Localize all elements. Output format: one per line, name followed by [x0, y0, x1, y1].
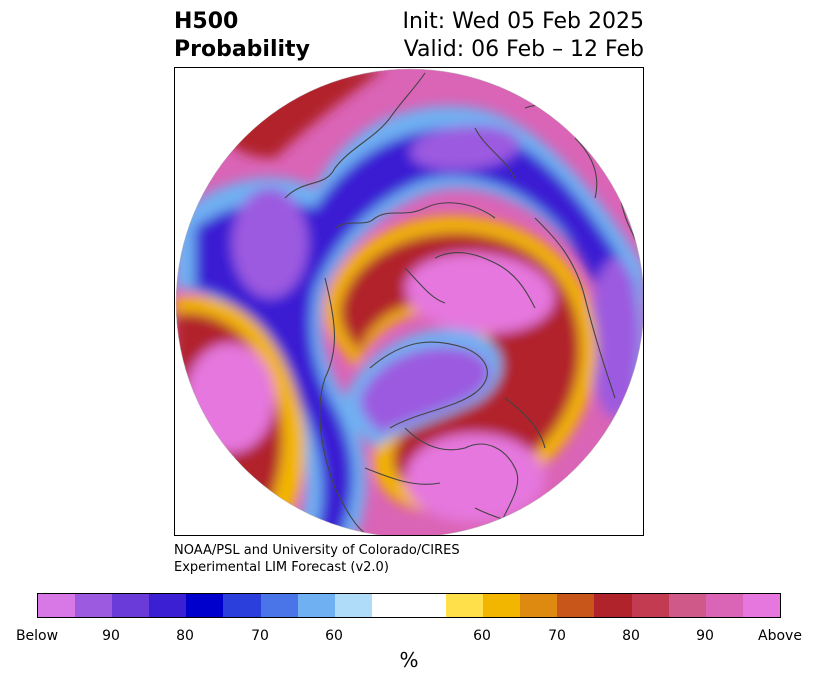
- colorbar-swatch: [742, 594, 780, 617]
- above-north-arc: [215, 69, 385, 158]
- colorbar: [37, 593, 781, 618]
- above-center-arctic: [405, 252, 555, 334]
- credit-line1: NOAA/PSL and University of Colorado/CIRE…: [174, 543, 460, 558]
- colorbar-swatch: [668, 594, 706, 617]
- init-date: Init: Wed 05 Feb 2025: [402, 9, 644, 34]
- colorbar-tick-label: 60: [473, 628, 491, 644]
- coastline: [574, 137, 598, 199]
- colorbar-swatch: [483, 594, 521, 617]
- colorbar-swatch: [631, 594, 669, 617]
- coastline: [334, 202, 496, 229]
- probability-field: [176, 69, 643, 535]
- map-edge: [175, 68, 643, 535]
- coastline: [319, 277, 371, 535]
- colorbar-swatch: [149, 594, 187, 617]
- colorbar-swatch: [557, 594, 595, 617]
- coastline: [369, 341, 488, 429]
- below-center-east: [590, 258, 640, 418]
- coastline: [504, 397, 546, 449]
- above-center-eastus: [405, 433, 545, 523]
- colorbar-swatch: [705, 594, 743, 617]
- colorbar-swatch: [297, 594, 335, 617]
- coastline: [364, 467, 441, 485]
- colorbar-tick-label: 80: [622, 628, 640, 644]
- colorbar-swatch: [371, 594, 447, 617]
- probability-map: [175, 68, 643, 535]
- coastline: [404, 267, 446, 304]
- colorbar-swatch: [38, 594, 76, 617]
- colorbar-swatch: [75, 594, 113, 617]
- title-field: Probability: [174, 37, 310, 62]
- colorbar-swatch: [446, 594, 484, 617]
- title-variable: H500: [174, 9, 239, 34]
- coastline: [534, 217, 616, 399]
- colorbar-swatch: [260, 594, 298, 617]
- colorbar-swatch: [223, 594, 261, 617]
- coastline: [434, 252, 536, 309]
- coastline: [404, 427, 519, 535]
- polar-map: [174, 67, 644, 536]
- colorbar-tick-label: Below: [15, 628, 59, 644]
- below-center-arctic: [410, 125, 520, 171]
- coastline: [474, 127, 516, 179]
- colorbar-tick-label: 70: [251, 628, 269, 644]
- valid-range: Valid: 06 Feb – 12 Feb: [403, 37, 644, 62]
- above-center-pacific: [185, 343, 275, 453]
- colorbar-tick-label: 90: [696, 628, 714, 644]
- colorbar-tick-label: 90: [102, 628, 120, 644]
- colorbar-tick-label: 60: [325, 628, 343, 644]
- colorbar-swatch: [334, 594, 372, 617]
- colorbar-swatch: [594, 594, 632, 617]
- colorbar-tick-label: 70: [548, 628, 566, 644]
- forecast-dates: Init: Wed 05 Feb 2025 Valid: 06 Feb – 12…: [403, 8, 644, 64]
- colorbar-swatch: [520, 594, 558, 617]
- below-center-pacific: [232, 188, 308, 298]
- colorbar-swatch: [186, 594, 224, 617]
- map-title: H500 Probability: [174, 8, 310, 64]
- credit-line2: Experimental LIM Forecast (v2.0): [174, 560, 389, 575]
- credit-text: NOAA/PSL and University of Colorado/CIRE…: [174, 542, 460, 576]
- colorbar-tick-label: 80: [176, 628, 194, 644]
- colorbar-swatch: [112, 594, 150, 617]
- colorbar-unit: %: [399, 648, 419, 672]
- colorbar-tick-label: Above: [758, 628, 802, 644]
- coastline: [284, 72, 426, 199]
- below-pocket-core: [360, 347, 490, 434]
